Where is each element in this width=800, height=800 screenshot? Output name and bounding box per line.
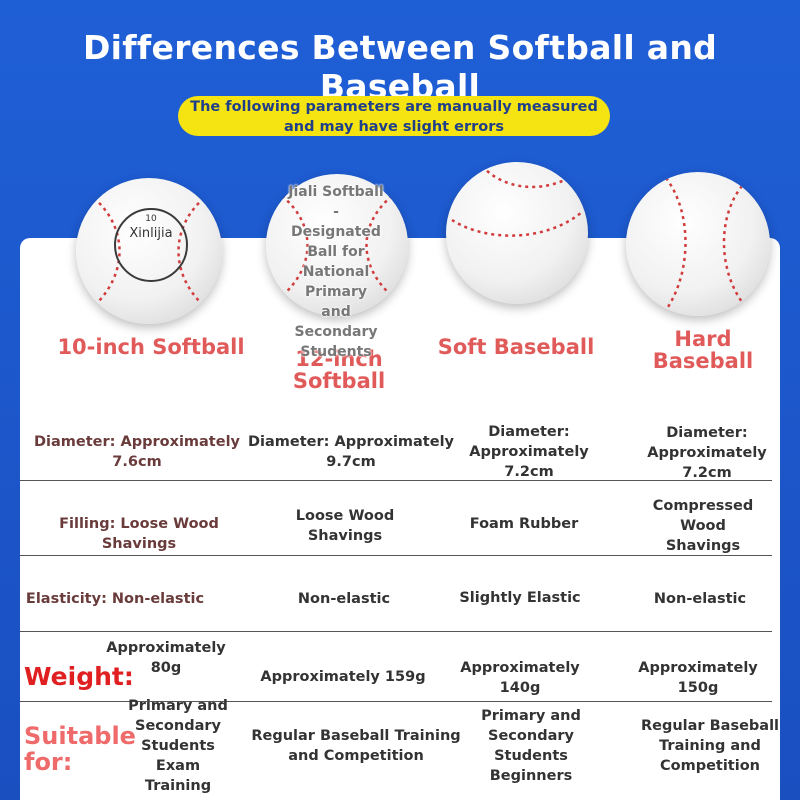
weight-cell-1: Approximately 80g xyxy=(106,640,226,676)
filling-cell-2: Loose Wood Shavings xyxy=(295,508,395,544)
brand-stamp: 10 Xinlijia xyxy=(114,208,188,282)
diameter-cell-2: Diameter: Approximately 9.7cm xyxy=(248,434,454,470)
row-divider xyxy=(20,555,772,556)
page-title: Differences Between Softball and Basebal… xyxy=(82,28,718,106)
note-line-1: The following parameters are manually me… xyxy=(190,99,598,115)
weight-label: Weight: xyxy=(24,662,134,691)
softball-10-image: 10 Xinlijia xyxy=(76,178,222,324)
softball-12-image xyxy=(266,174,408,316)
hard-baseball-image xyxy=(626,172,770,316)
elasticity-cell-3: Slightly Elastic xyxy=(459,590,581,606)
hard-baseball-label: Hard Baseball xyxy=(652,327,754,373)
softball-12-overlay-text: Jiali Softball - Designated Ball for Nat… xyxy=(288,184,384,360)
measurement-note: The following parameters are manually me… xyxy=(178,96,610,136)
softball-10-label: 10-inch Softball xyxy=(57,335,245,359)
row-divider xyxy=(20,631,772,632)
suitable-cell-2: Regular Baseball Training and Competitio… xyxy=(251,728,461,764)
soft-baseball-image xyxy=(446,162,588,304)
softball-12-label: 12-inch Softball xyxy=(292,347,386,393)
weight-cell-2: Approximately 159g xyxy=(260,669,426,685)
diameter-cell-1: Diameter: Approximately 7.6cm xyxy=(34,434,240,470)
stamp-brand: Xinlijia xyxy=(129,226,173,241)
suitable-cell-1: Primary and Secondary Students Exam Trai… xyxy=(128,698,228,794)
row-divider xyxy=(20,701,772,702)
row-divider xyxy=(20,480,772,481)
comparison-panel xyxy=(20,238,780,800)
elasticity-cell-2: Non-elastic xyxy=(297,591,391,607)
suitable-cell-3: Primary and Secondary Students Beginners xyxy=(481,708,581,784)
filling-cell-1: Filling: Loose Wood Shavings xyxy=(59,516,219,552)
weight-cell-3: Approximately 140g xyxy=(460,660,580,696)
stamp-number: 10 xyxy=(145,214,157,224)
diameter-cell-4: Diameter: Approximately 7.2cm xyxy=(647,425,767,481)
suitable-label: Suitable for: xyxy=(24,722,136,776)
note-line-2: and may have slight errors xyxy=(283,119,505,135)
soft-baseball-label: Soft Baseball xyxy=(437,335,595,359)
elasticity-cell-4: Non-elastic xyxy=(653,591,747,607)
suitable-cell-4: Regular Baseball Training and Competitio… xyxy=(640,718,780,774)
elasticity-cell-1: Elasticity: Non-elastic xyxy=(25,591,205,607)
weight-cell-4: Approximately 150g xyxy=(638,660,758,696)
filling-cell-4: Compressed Wood Shavings xyxy=(652,498,754,554)
diameter-cell-3: Diameter: Approximately 7.2cm xyxy=(469,424,589,480)
filling-cell-3: Foam Rubber xyxy=(469,516,579,532)
